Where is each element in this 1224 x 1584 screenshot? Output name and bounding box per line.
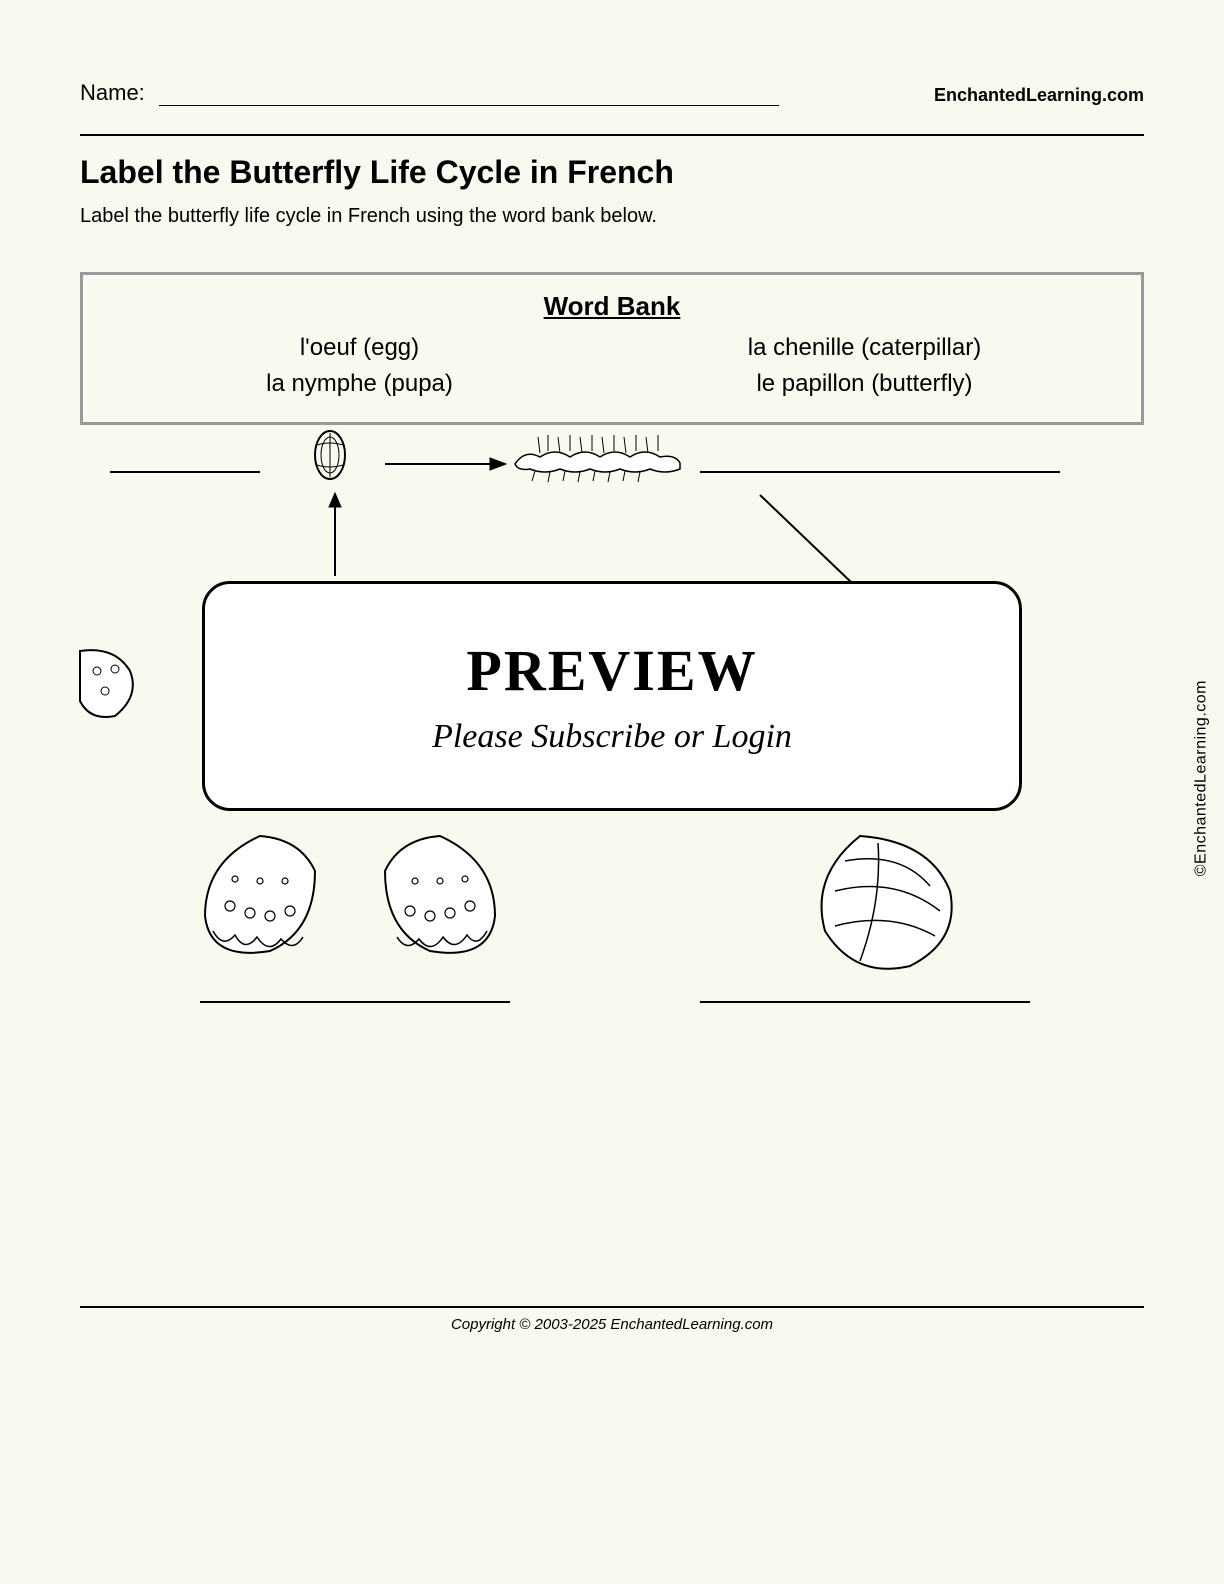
arrow-icon xyxy=(380,449,510,479)
arrow-icon xyxy=(320,491,350,581)
butterfly-body-icon xyxy=(75,641,145,731)
vertical-brand: ©EnchantedLearning.com xyxy=(1192,680,1210,876)
word-bank-item: l'oeuf (egg) xyxy=(107,334,612,362)
blank-line[interactable] xyxy=(700,1001,1030,1003)
blank-line[interactable] xyxy=(200,1001,510,1003)
name-input-line[interactable] xyxy=(159,105,779,106)
word-bank-item: la chenille (caterpillar) xyxy=(612,334,1117,362)
header-row: Name: EnchantedLearning.com xyxy=(80,80,1144,106)
lifecycle-diagram: PREVIEW Please Subscribe or Login xyxy=(80,431,1144,1071)
butterfly-icon xyxy=(185,831,515,981)
word-bank-item: le papillon (butterfly) xyxy=(612,370,1117,398)
footer-divider xyxy=(80,1306,1144,1308)
footer: Copyright © 2003-2025 EnchantedLearning.… xyxy=(0,1306,1224,1334)
page-title: Label the Butterfly Life Cycle in French xyxy=(80,154,1144,191)
word-bank-grid: l'oeuf (egg) la chenille (caterpillar) l… xyxy=(107,334,1117,398)
word-bank: Word Bank l'oeuf (egg) la chenille (cate… xyxy=(80,272,1144,425)
instructions-text: Label the butterfly life cycle in French… xyxy=(80,205,1144,228)
header-divider xyxy=(80,134,1144,136)
name-label: Name: xyxy=(80,80,145,106)
site-link: EnchantedLearning.com xyxy=(934,85,1144,106)
preview-title: PREVIEW xyxy=(466,637,757,704)
blank-line[interactable] xyxy=(700,471,1060,473)
egg-icon xyxy=(305,425,355,485)
caterpillar-icon xyxy=(500,409,700,489)
preview-subtitle: Please Subscribe or Login xyxy=(432,718,792,756)
word-bank-title: Word Bank xyxy=(107,291,1117,322)
pupa-icon xyxy=(800,831,970,981)
word-bank-item: la nymphe (pupa) xyxy=(107,370,612,398)
name-block: Name: xyxy=(80,80,934,106)
preview-overlay: PREVIEW Please Subscribe or Login xyxy=(202,581,1022,811)
blank-line[interactable] xyxy=(110,471,260,473)
copyright-text: Copyright © 2003-2025 EnchantedLearning.… xyxy=(451,1316,773,1333)
worksheet-page: Name: EnchantedLearning.com Label the Bu… xyxy=(0,0,1224,1584)
